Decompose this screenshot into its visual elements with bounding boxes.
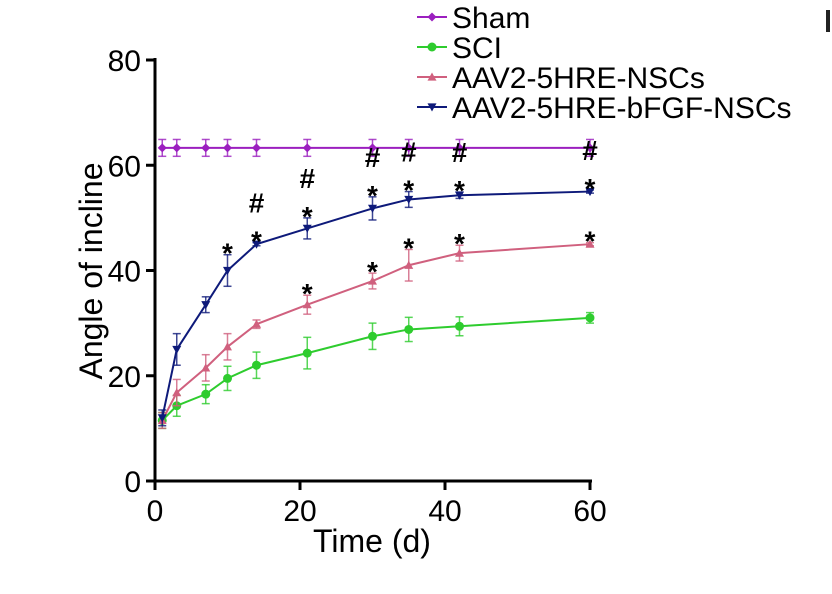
data-point xyxy=(201,143,211,153)
data-point xyxy=(302,143,312,153)
significance-star: * xyxy=(367,256,378,287)
data-point xyxy=(302,348,312,358)
significance-star: * xyxy=(302,278,313,309)
legend-marker xyxy=(427,72,437,81)
data-point xyxy=(368,276,377,285)
data-point xyxy=(252,319,261,328)
data-point xyxy=(201,389,211,399)
legend-item: AAV2-5HRE-bFGF-NSCs xyxy=(417,92,792,125)
x-tick-label: 20 xyxy=(283,495,316,528)
data-point xyxy=(455,191,464,200)
series-aav2-5hre-nscs xyxy=(157,239,595,430)
significance-star: * xyxy=(222,238,233,269)
legend-marker xyxy=(427,12,437,22)
data-point xyxy=(252,240,261,249)
significance-hash: # xyxy=(452,137,468,168)
x-tick-label: 0 xyxy=(147,495,164,528)
data-point xyxy=(585,239,595,248)
data-point xyxy=(404,195,414,204)
series-sham xyxy=(157,138,595,158)
data-point xyxy=(585,143,595,153)
edge-mark xyxy=(826,10,830,32)
legend-item: AAV2-5HRE-NSCs xyxy=(417,62,705,95)
significance-hash: # xyxy=(299,163,315,194)
legend-label: AAV2-5HRE-NSCs xyxy=(452,62,705,95)
data-point xyxy=(404,143,414,153)
legend-marker xyxy=(427,103,437,112)
significance-hash: # xyxy=(249,188,265,219)
data-point xyxy=(455,143,464,153)
data-point xyxy=(252,143,261,153)
significance-star: * xyxy=(403,232,414,263)
series-line xyxy=(161,243,591,421)
series-line xyxy=(161,316,591,422)
series-line xyxy=(161,190,591,419)
axes: 0 20 40 60 80 0 20 40 60 xyxy=(108,45,607,528)
data-point xyxy=(157,143,167,153)
legend-label: SCI xyxy=(452,32,502,65)
data-point xyxy=(455,321,464,331)
data-point xyxy=(223,143,232,153)
significance-star: * xyxy=(585,226,596,257)
data-point xyxy=(172,388,182,397)
series-sci xyxy=(157,311,595,430)
data-point xyxy=(157,414,167,423)
data-point xyxy=(223,373,232,383)
data-point xyxy=(302,224,312,233)
data-point xyxy=(368,204,377,213)
significance-star: * xyxy=(403,175,414,206)
data-point xyxy=(223,266,232,275)
data-point xyxy=(455,248,464,257)
significance-hash: # xyxy=(365,142,381,173)
data-point xyxy=(404,324,414,334)
x-tick-label: 60 xyxy=(573,495,606,528)
data-point xyxy=(368,143,377,153)
y-tick-label: 0 xyxy=(124,466,141,499)
data-point xyxy=(368,331,377,341)
data-point xyxy=(585,187,595,197)
significance-star: * xyxy=(367,180,378,211)
x-axis-label: Time (d) xyxy=(313,523,431,559)
data-point xyxy=(201,301,211,310)
plot-area: * * # * # * # * # * # * # * * * * * xyxy=(157,135,598,430)
legend-marker xyxy=(427,42,437,52)
y-tick-label: 80 xyxy=(108,45,141,78)
series-aav2-5hre-bfgf-nscs xyxy=(157,187,595,427)
y-axis-label: Angle of incline xyxy=(73,162,109,379)
data-point xyxy=(172,143,182,153)
significance-star: * xyxy=(251,226,262,257)
data-point xyxy=(201,363,211,372)
data-point xyxy=(404,260,414,269)
data-point xyxy=(223,342,232,351)
significance-star: * xyxy=(454,175,465,206)
y-tick-label: 40 xyxy=(108,256,141,289)
y-tick-label: 20 xyxy=(108,361,141,394)
significance-hash: # xyxy=(582,135,598,166)
data-point xyxy=(302,300,312,309)
significance-star: * xyxy=(302,201,313,232)
significance-star: * xyxy=(454,228,465,259)
legend-label: AAV2-5HRE-bFGF-NSCs xyxy=(452,92,792,125)
legend-item: Sham xyxy=(417,2,530,35)
data-point xyxy=(172,345,182,354)
y-tick-label: 60 xyxy=(108,150,141,183)
x-tick-label: 40 xyxy=(428,495,461,528)
data-point xyxy=(585,313,595,323)
legend-label: Sham xyxy=(452,2,530,35)
significance-star: * xyxy=(585,173,596,204)
legend-item: SCI xyxy=(417,32,502,65)
data-point xyxy=(252,360,261,370)
significance-hash: # xyxy=(401,137,417,168)
